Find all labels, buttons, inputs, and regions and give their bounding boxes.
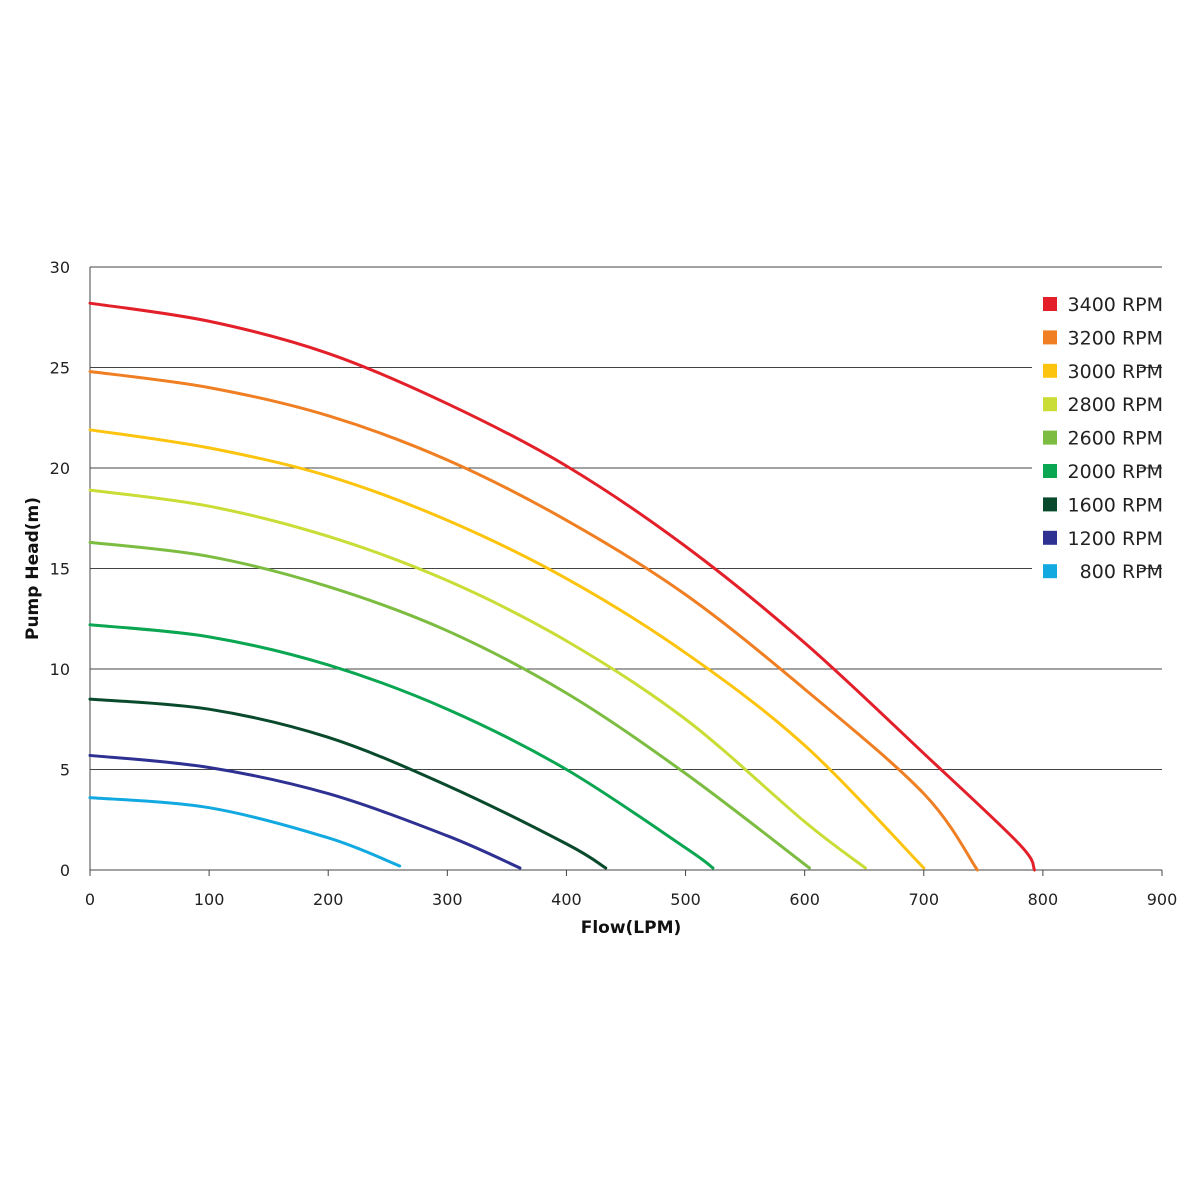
legend-label-2800-rpm: 2800 RPM [1068,394,1163,416]
legend-label-3400-rpm: 3400 RPM [1068,294,1163,316]
legend-label-1600-rpm: 1600 RPM [1068,494,1163,516]
legend: 3400 RPM 3200 RPM 3000 RPM 2800 RPM 2600 RPM… [1032,291,1163,585]
series-line-3000-rpm [88,428,926,870]
series-line-1600-rpm [88,697,608,870]
y-tick-label: 10 [50,660,70,679]
series-line-2800-rpm [88,488,867,870]
y-tick-label: 30 [50,258,70,277]
x-tick-label: 200 [313,890,344,909]
y-tick-label: 20 [50,459,70,478]
legend-swatch-1600-rpm [1043,497,1057,512]
series-lines [88,301,1037,872]
legend-swatch-800-rpm [1043,564,1057,579]
series-line-2000-rpm [88,623,715,870]
gridlines [90,266,1162,871]
y-axis-title: Pump Head(m) [23,497,43,640]
y-tick-label: 15 [50,560,70,579]
legend-swatch-2600-rpm [1043,430,1057,445]
legend-swatch-2800-rpm [1043,397,1057,412]
legend-label-1200-rpm: 1200 RPM [1068,528,1163,550]
legend-swatch-3000-rpm [1043,363,1057,378]
x-axis-title: Flow(LPM) [581,918,682,938]
y-tick-label: 5 [60,761,70,780]
legend-label-2000-rpm: 2000 RPM [1068,461,1163,483]
y-tick-label: 25 [50,359,70,378]
legend-swatch-1200-rpm [1043,530,1057,545]
x-tick-label: 800 [1028,890,1059,909]
series-line-800-rpm [88,796,402,868]
series-line-1200-rpm [88,753,522,870]
x-tick-label: 400 [551,890,582,909]
x-tick-label: 300 [432,890,463,909]
series-line-2600-rpm [88,540,811,870]
x-tick-label: 600 [789,890,820,909]
x-tick-label: 700 [909,890,940,909]
legend-label-800-rpm: 800 RPM [1080,561,1163,583]
x-tick-label: 500 [670,890,701,909]
legend-label-3000-rpm: 3000 RPM [1068,361,1163,383]
x-tick-label: 0 [85,890,95,909]
y-tick-label: 0 [60,861,70,880]
legend-swatch-3400-rpm [1043,297,1057,311]
legend-swatch-3200-rpm [1043,330,1057,345]
legend-label-2600-rpm: 2600 RPM [1068,428,1163,450]
legend-label-3200-rpm: 3200 RPM [1068,327,1163,349]
x-tick-label: 100 [194,890,225,909]
x-tick-label: 900 [1147,890,1178,909]
legend-swatch-2000-rpm [1043,464,1057,478]
series-line-3400-rpm [88,301,1037,872]
series-line-3200-rpm [88,370,979,872]
